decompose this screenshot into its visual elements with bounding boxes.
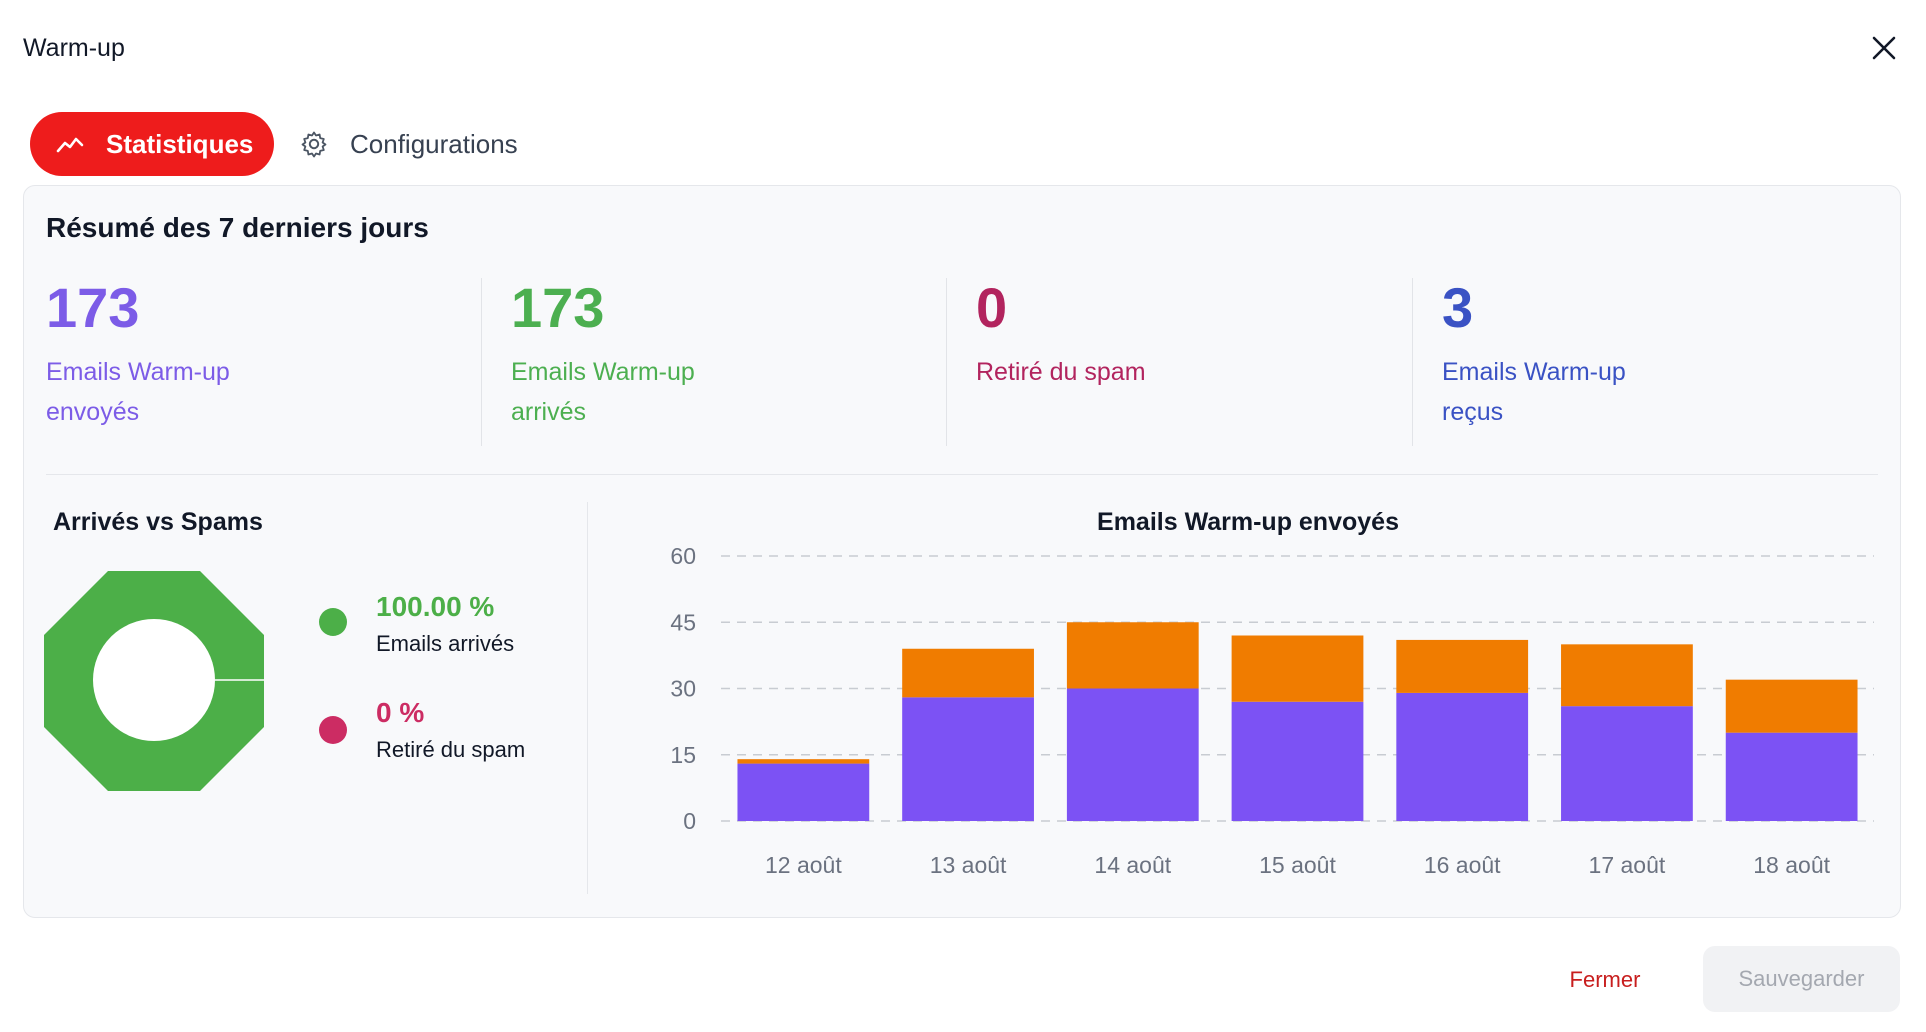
x-tick-label: 17 août	[1589, 852, 1666, 878]
bar-segment-0	[737, 763, 870, 821]
tab-statistiques-label: Statistiques	[106, 128, 254, 159]
legend-pct-spam: 0 %	[376, 697, 425, 728]
bar-segment-1	[1396, 639, 1529, 693]
stat-arrived-value: 173	[511, 276, 605, 339]
donut-title: Arrivés vs Spams	[53, 508, 263, 536]
legend-label-spam: Retiré du spam	[376, 737, 526, 762]
bar-segment-1	[1231, 635, 1364, 702]
bar-segment-1	[1725, 679, 1858, 733]
chart-title: Emails Warm-up envoyés	[1097, 508, 1399, 536]
bar-chart: 0 15 30 45 60 12 août 13 août 14 août 15 août 16 …	[670, 546, 1874, 878]
y-tick-label: 45	[670, 609, 696, 635]
bar-segment-1	[737, 759, 870, 764]
tab-statistiques[interactable]: Statistiques	[30, 112, 274, 176]
x-tick-label: 13 août	[930, 852, 1007, 878]
x-tick-label: 18 août	[1753, 852, 1830, 878]
bar-segment-1	[902, 648, 1034, 698]
tab-configurations[interactable]: Configurations	[300, 112, 518, 176]
summary-title: Résumé des 7 derniers jours	[46, 212, 429, 243]
bar-segment-0	[902, 697, 1034, 821]
bar-segment-0	[1396, 692, 1529, 821]
bar-segment-0	[1066, 688, 1199, 821]
stat-arrived: 173 Emails Warm-up arrivés	[511, 276, 951, 432]
legend-dot-spam	[319, 716, 347, 744]
bar-segment-1	[1561, 644, 1693, 707]
bar-segment-0	[1561, 706, 1693, 821]
donut-hole	[93, 619, 215, 741]
dialog-title: Warm-up	[23, 34, 125, 62]
x-tick-label: 14 août	[1094, 852, 1171, 878]
trend-icon	[56, 137, 84, 153]
legend-label-arrived: Emails arrivés	[376, 631, 515, 656]
close-icon	[1872, 36, 1896, 60]
statistics-panel: Résumé des 7 derniers jours 173 Emails W…	[23, 185, 1901, 918]
bar-segment-1	[1066, 622, 1199, 689]
y-tick-label: 0	[683, 808, 696, 834]
stat-received-value: 3	[1442, 276, 1474, 339]
x-tick-label: 16 août	[1424, 852, 1501, 878]
legend-pct-arrived: 100.00 %	[376, 591, 495, 622]
stat-sent: 173 Emails Warm-up envoyés	[46, 276, 486, 432]
donut-chart	[44, 571, 264, 791]
stat-spam-label: Retiré du spam	[976, 358, 1146, 386]
x-tick-label: 15 août	[1259, 852, 1336, 878]
gear-icon	[301, 131, 327, 158]
y-tick-label: 60	[670, 546, 696, 569]
stat-arrived-label: Emails Warm-up arrivés	[511, 358, 695, 426]
close-text-button[interactable]: Fermer	[1569, 967, 1641, 992]
stat-received-label: Emails Warm-up reçus	[1442, 358, 1626, 426]
y-tick-label: 30	[670, 676, 696, 702]
stat-spam-removed: 0 Retiré du spam	[976, 276, 1416, 392]
bar-segment-0	[1231, 701, 1364, 821]
legend-dot-arrived	[319, 608, 347, 636]
stat-sent-label: Emails Warm-up envoyés	[46, 358, 230, 426]
y-tick-label: 15	[670, 742, 696, 768]
stat-received: 3 Emails Warm-up reçus	[1442, 276, 1882, 432]
save-button[interactable]: Sauvegarder	[1703, 946, 1900, 1012]
stat-spam-value: 0	[976, 276, 1008, 339]
stat-sent-value: 173	[46, 276, 140, 339]
tab-configurations-label: Configurations	[350, 128, 518, 159]
close-button[interactable]	[1866, 30, 1902, 66]
bar-segment-0	[1725, 732, 1858, 821]
x-tick-label: 12 août	[765, 852, 842, 878]
